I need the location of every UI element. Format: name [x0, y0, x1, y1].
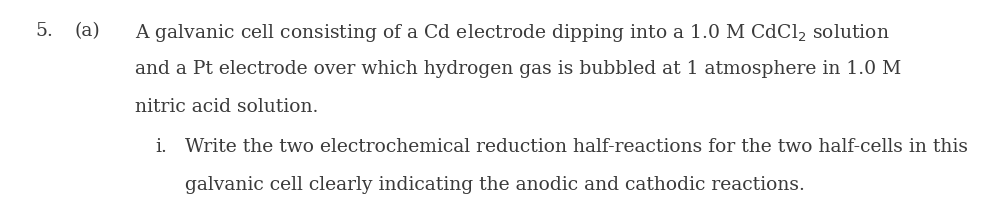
Text: 5.: 5.	[35, 22, 53, 40]
Text: and a Pt electrode over which hydrogen gas is bubbled at 1 atmosphere in 1.0 M: and a Pt electrode over which hydrogen g…	[135, 60, 901, 78]
Text: Write the two electrochemical reduction half-reactions for the two half-cells in: Write the two electrochemical reduction …	[185, 138, 968, 156]
Text: i.: i.	[155, 138, 167, 156]
Text: nitric acid solution.: nitric acid solution.	[135, 98, 318, 116]
Text: (a): (a)	[75, 22, 101, 40]
Text: A galvanic cell consisting of a Cd electrode dipping into a 1.0 M CdCl$_2$ solut: A galvanic cell consisting of a Cd elect…	[135, 22, 890, 44]
Text: galvanic cell clearly indicating the anodic and cathodic reactions.: galvanic cell clearly indicating the ano…	[185, 176, 805, 194]
